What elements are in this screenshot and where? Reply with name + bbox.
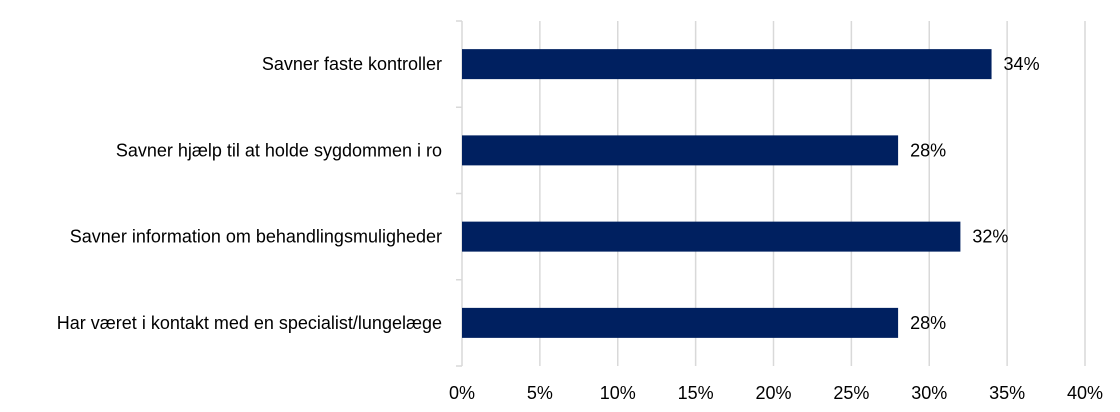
bar bbox=[462, 307, 899, 338]
data-label: 32% bbox=[972, 227, 1008, 247]
x-tick-label: 5% bbox=[527, 383, 553, 403]
bar bbox=[462, 221, 961, 252]
x-tick-label: 35% bbox=[989, 383, 1025, 403]
x-tick-label: 25% bbox=[833, 383, 869, 403]
category-label: Har været i kontakt med en specialist/lu… bbox=[57, 313, 442, 333]
category-axis bbox=[456, 20, 463, 367]
category-label: Savner information om behandlingsmulighe… bbox=[70, 227, 442, 247]
category-label: Savner hjælp til at holde sygdommen i ro bbox=[116, 140, 442, 160]
x-tick-label: 40% bbox=[1067, 383, 1103, 403]
bars bbox=[462, 49, 992, 338]
x-tick-label: 20% bbox=[755, 383, 791, 403]
x-axis-tick-labels: 0% 5% 10% 15% 20% 25% 30% 35% 40% bbox=[449, 383, 1103, 403]
category-label: Savner faste kontroller bbox=[262, 54, 442, 74]
data-label: 28% bbox=[910, 313, 946, 333]
x-tick-label: 10% bbox=[600, 383, 636, 403]
x-tick-label: 15% bbox=[678, 383, 714, 403]
x-tick-label: 0% bbox=[449, 383, 475, 403]
category-labels: Savner faste kontroller Savner hjælp til … bbox=[57, 54, 442, 333]
data-label: 34% bbox=[1004, 54, 1040, 74]
data-label: 28% bbox=[910, 140, 946, 160]
x-tick-label: 30% bbox=[911, 383, 947, 403]
bar bbox=[462, 135, 899, 166]
bar bbox=[462, 49, 992, 80]
data-labels: 34% 28% 32% 28% bbox=[910, 54, 1039, 333]
